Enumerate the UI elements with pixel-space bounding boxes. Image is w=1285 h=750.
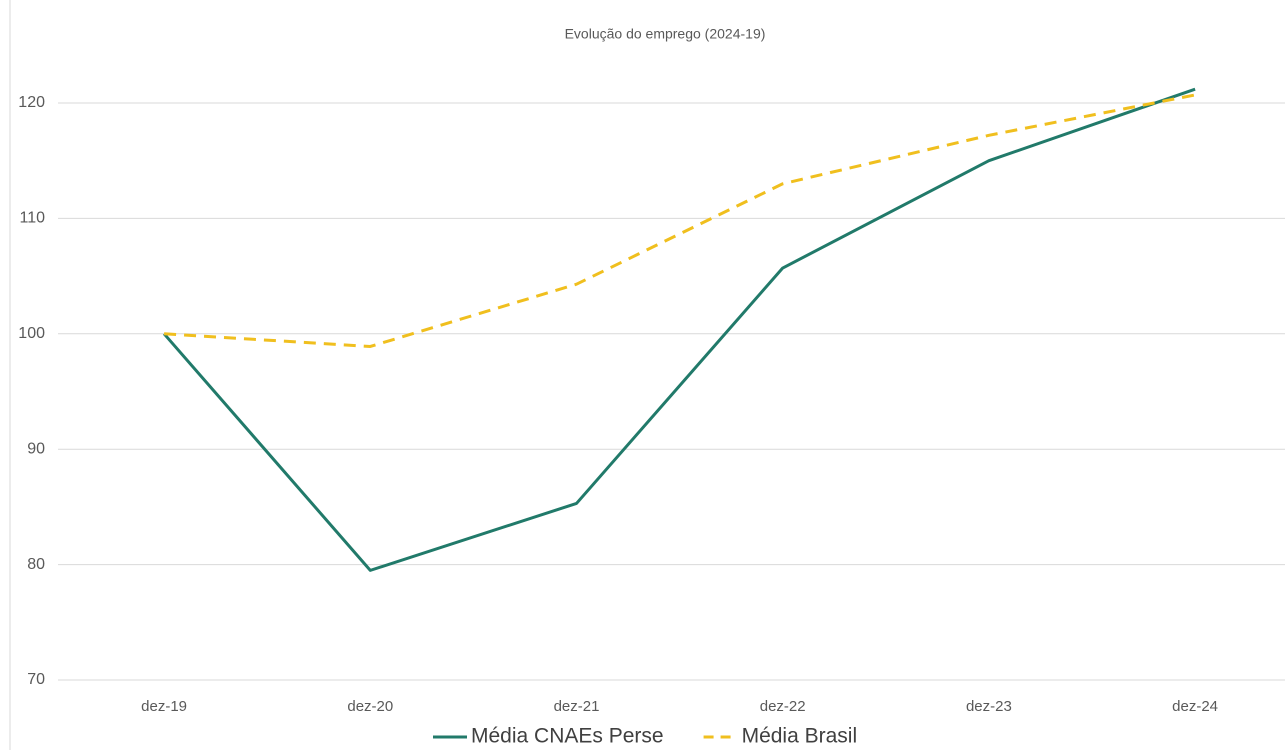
series-line [164, 93, 1196, 348]
y-tick-label: 110 [19, 210, 45, 227]
x-tick-label: dez-20 [347, 698, 393, 715]
y-tick-label: 80 [27, 556, 45, 573]
x-tick-label: dez-24 [1172, 698, 1218, 715]
legend-label: Média CNAEs Perse [471, 725, 664, 748]
legend-label: Média Brasil [742, 725, 858, 748]
y-tick-label: 100 [18, 325, 45, 342]
x-tick-label: dez-19 [141, 698, 187, 715]
x-tick-label: dez-23 [966, 698, 1012, 715]
y-tick-label: 120 [18, 94, 45, 111]
chart-title: Evolução do emprego (2024-19) [565, 26, 766, 42]
x-tick-label: dez-22 [760, 698, 806, 715]
y-tick-label: 70 [27, 671, 45, 688]
series-line [162, 87, 1196, 572]
x-tick-label: dez-21 [554, 698, 600, 715]
y-tick-label: 90 [27, 440, 45, 457]
